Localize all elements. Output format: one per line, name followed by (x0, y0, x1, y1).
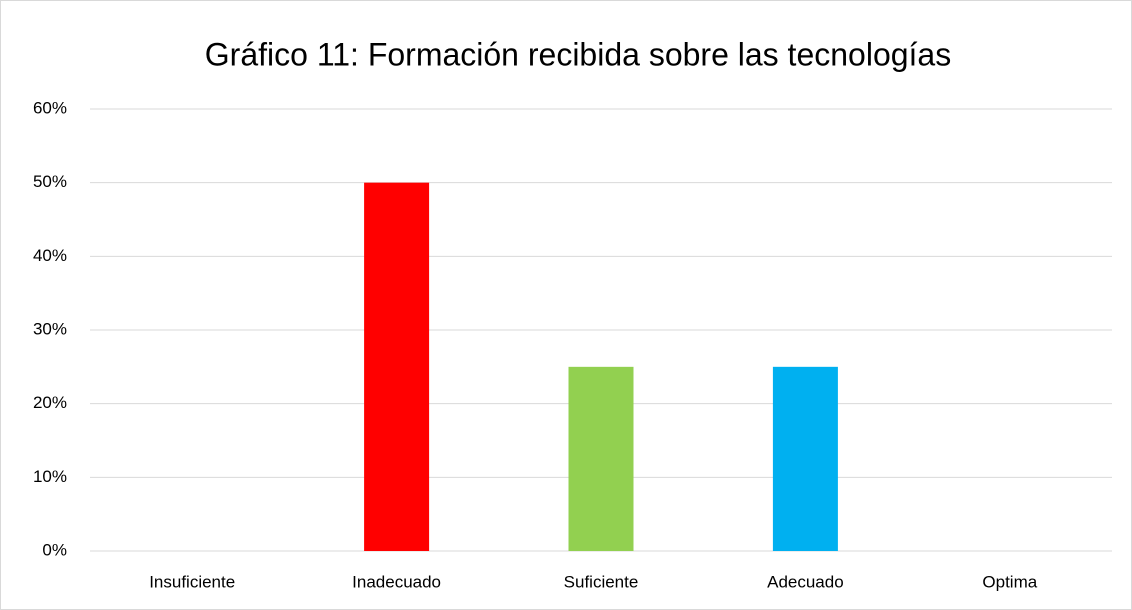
y-tick-label: 60% (33, 98, 67, 117)
y-tick-label: 50% (33, 172, 67, 191)
bar (568, 366, 634, 551)
y-tick-label: 0% (42, 540, 67, 559)
y-tick-label: 40% (33, 246, 67, 265)
chart-title: Gráfico 11: Formación recibida sobre las… (205, 36, 951, 72)
bar (772, 366, 838, 551)
x-tick-label: Optima (982, 572, 1037, 591)
y-tick-label: 30% (33, 319, 67, 338)
y-tick-label: 10% (33, 467, 67, 486)
x-tick-label: Insuficiente (149, 572, 235, 591)
x-tick-label: Inadecuado (352, 572, 441, 591)
x-tick-label: Adecuado (767, 572, 844, 591)
x-tick-label: Suficiente (564, 572, 639, 591)
y-tick-label: 20% (33, 393, 67, 412)
bar (364, 182, 430, 551)
